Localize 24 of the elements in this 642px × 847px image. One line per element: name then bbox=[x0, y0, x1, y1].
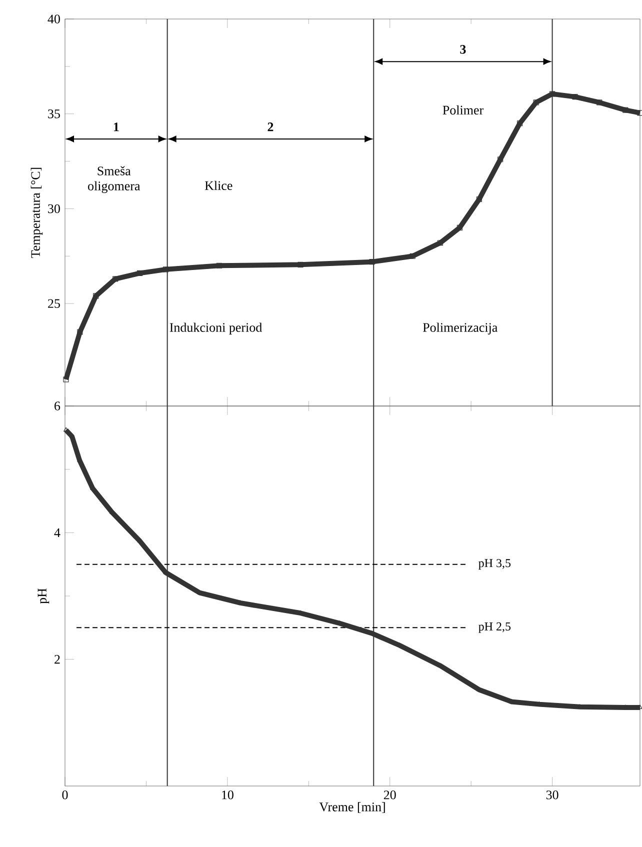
y-tick-label: 2 bbox=[54, 655, 60, 664]
x-tick-label: 0 bbox=[62, 790, 68, 800]
x-axis-title: Vreme [min] bbox=[319, 802, 385, 813]
annotation: 1 bbox=[114, 122, 119, 132]
annotation: 2 bbox=[268, 122, 273, 132]
y-axis-title: Temperatura [°C] bbox=[30, 168, 42, 258]
x-tick-label: 30 bbox=[546, 790, 558, 800]
y-tick-label: 30 bbox=[48, 204, 60, 214]
x-tick-label: 10 bbox=[222, 790, 234, 800]
annotation: Klice bbox=[204, 180, 232, 190]
y-tick-label: 6 bbox=[54, 402, 60, 410]
y-tick-label: 25 bbox=[48, 299, 60, 308]
y-axis-title: pH bbox=[38, 588, 49, 604]
ref-line-label: pH 3,5 bbox=[478, 559, 510, 570]
y-tick-label: 4 bbox=[54, 528, 60, 537]
ref-line-label: pH 2,5 bbox=[478, 622, 510, 633]
x-tick-label: 20 bbox=[384, 790, 396, 800]
y-tick-label: 40 bbox=[47, 14, 60, 24]
annotation: Polimer bbox=[442, 105, 484, 115]
annotation: Polimerizacija bbox=[422, 322, 498, 334]
annotation: Indukcioni period bbox=[170, 322, 262, 334]
y-tick-label: 35 bbox=[48, 109, 60, 118]
annotation: 3 bbox=[460, 45, 466, 54]
annotation: Smeša oligomera bbox=[88, 166, 140, 194]
